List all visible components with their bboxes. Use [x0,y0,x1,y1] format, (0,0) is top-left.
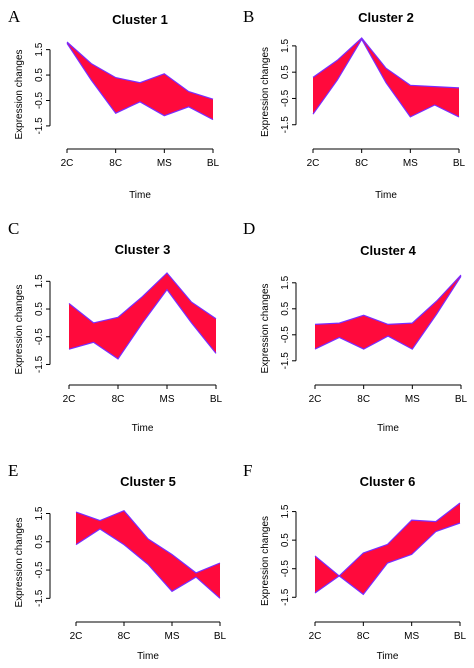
x-tick-label: BL [453,158,466,169]
band-lower-edge [68,288,217,360]
y-tick-label: 1.5 [34,42,45,56]
expression-band [76,510,220,599]
x-tick-label: 2C [61,158,74,169]
panel-c: C Cluster 3 1.5 0.5 -0.5 -1.5 Expression chang… [8,219,223,434]
expression-band [313,38,459,117]
y-tick-label: -0.5 [34,328,45,346]
band-lower-edge [312,38,460,118]
x-axis-label: Time [377,423,399,434]
y-axis-label: Expression changes [260,47,271,137]
chart-title: Cluster 6 [360,474,416,489]
y-tick-label: 1.5 [280,504,291,518]
panel-letter: A [8,7,21,26]
y-tick-label: -0.5 [280,89,291,107]
band-upper-edge [314,274,462,326]
panel-letter: B [243,7,254,26]
x-tick-label: BL [207,158,220,169]
panel-d: D Cluster 4 1.5 0.5 -0.5 -1.5 Expression chang… [243,219,468,434]
x-tick-label: 8C [109,158,122,169]
band-upper-edge [75,509,221,574]
chart-title: Cluster 5 [120,474,176,489]
x-tick-label: BL [454,631,467,642]
y-tick-label: -0.5 [34,91,45,109]
y-tick-label: 1.5 [280,275,291,289]
x-tick-label: 8C [355,158,368,169]
y-tick-label: 0.5 [280,533,291,547]
y-tick-label: 0.5 [280,65,291,79]
y-tick-label: -0.5 [34,561,45,579]
y-axis-label: Expression changes [260,283,271,373]
chart-title: Cluster 2 [358,10,414,25]
y-axis-label: Expression changes [14,517,25,607]
expression-band [315,503,460,595]
x-tick-label: BL [214,631,227,642]
y-tick-label: -0.5 [280,560,291,578]
y-axis-label: Expression changes [14,284,25,374]
y-tick-label: 0.5 [280,301,291,315]
x-tick-label: 2C [309,631,322,642]
band-lower-edge [75,528,221,599]
x-tick-label: MS [403,158,418,169]
y-tick-label: 0.5 [34,534,45,548]
y-tick-label: 0.5 [34,302,45,316]
y-tick-label: -1.5 [280,588,291,606]
x-axis-label: Time [375,190,397,201]
x-tick-label: BL [455,394,468,405]
band-upper-edge [312,37,460,89]
expression-band [67,42,213,120]
x-axis-label: Time [137,651,159,662]
y-axis-label: Expression changes [14,49,25,139]
chart-title: Cluster 4 [360,243,416,258]
x-axis-label: Time [377,651,399,662]
x-tick-label: 2C [63,394,76,405]
y-tick-label: -1.5 [34,117,45,135]
panel-letter: F [243,461,252,480]
expression-band [69,273,216,359]
x-tick-label: MS [157,158,172,169]
y-tick-label: -1.5 [280,116,291,134]
x-tick-label: 8C [118,631,131,642]
y-tick-label: 1.5 [280,38,291,52]
panel-a: A Cluster 1 1.5 0.5 -0.5 -1.5 Expression chang… [8,7,220,201]
x-tick-label: MS [165,631,180,642]
x-tick-label: 2C [309,394,322,405]
y-tick-label: -1.5 [280,352,291,370]
x-tick-label: MS [404,631,419,642]
y-tick-label: 1.5 [34,506,45,520]
panel-letter: C [8,219,19,238]
band-lower-edge [66,42,214,121]
band-upper-edge [68,272,217,324]
x-tick-label: 2C [70,631,83,642]
x-tick-label: BL [210,394,223,405]
x-axis-label: Time [132,423,154,434]
y-tick-label: 0.5 [34,68,45,82]
y-tick-label: -0.5 [280,326,291,344]
band-lower-edge [314,522,461,596]
panel-b: B Cluster 2 1.5 0.5 -0.5 -1.5 Expression chang… [243,7,466,201]
band-lower-edge [314,275,462,350]
x-tick-label: MS [160,394,175,405]
y-axis-label: Expression changes [260,516,271,606]
chart-title: Cluster 1 [112,12,168,27]
x-tick-label: MS [405,394,420,405]
x-axis-label: Time [129,190,151,201]
x-tick-label: 8C [357,394,370,405]
y-tick-label: 1.5 [34,274,45,288]
band-upper-edge [66,41,214,100]
y-tick-label: -1.5 [34,355,45,373]
x-tick-label: 8C [357,631,370,642]
y-tick-label: -1.5 [34,589,45,607]
band-upper-edge [314,502,461,577]
x-tick-label: 2C [307,158,320,169]
panel-letter: D [243,219,255,238]
chart-title: Cluster 3 [115,242,171,257]
x-tick-label: 8C [112,394,125,405]
panel-f: F Cluster 6 1.5 0.5 -0.5 -1.5 Expression chang… [243,461,467,662]
panel-e: E Cluster 5 1.5 0.5 -0.5 -1.5 Expression chang… [8,461,227,662]
panel-letter: E [8,461,18,480]
